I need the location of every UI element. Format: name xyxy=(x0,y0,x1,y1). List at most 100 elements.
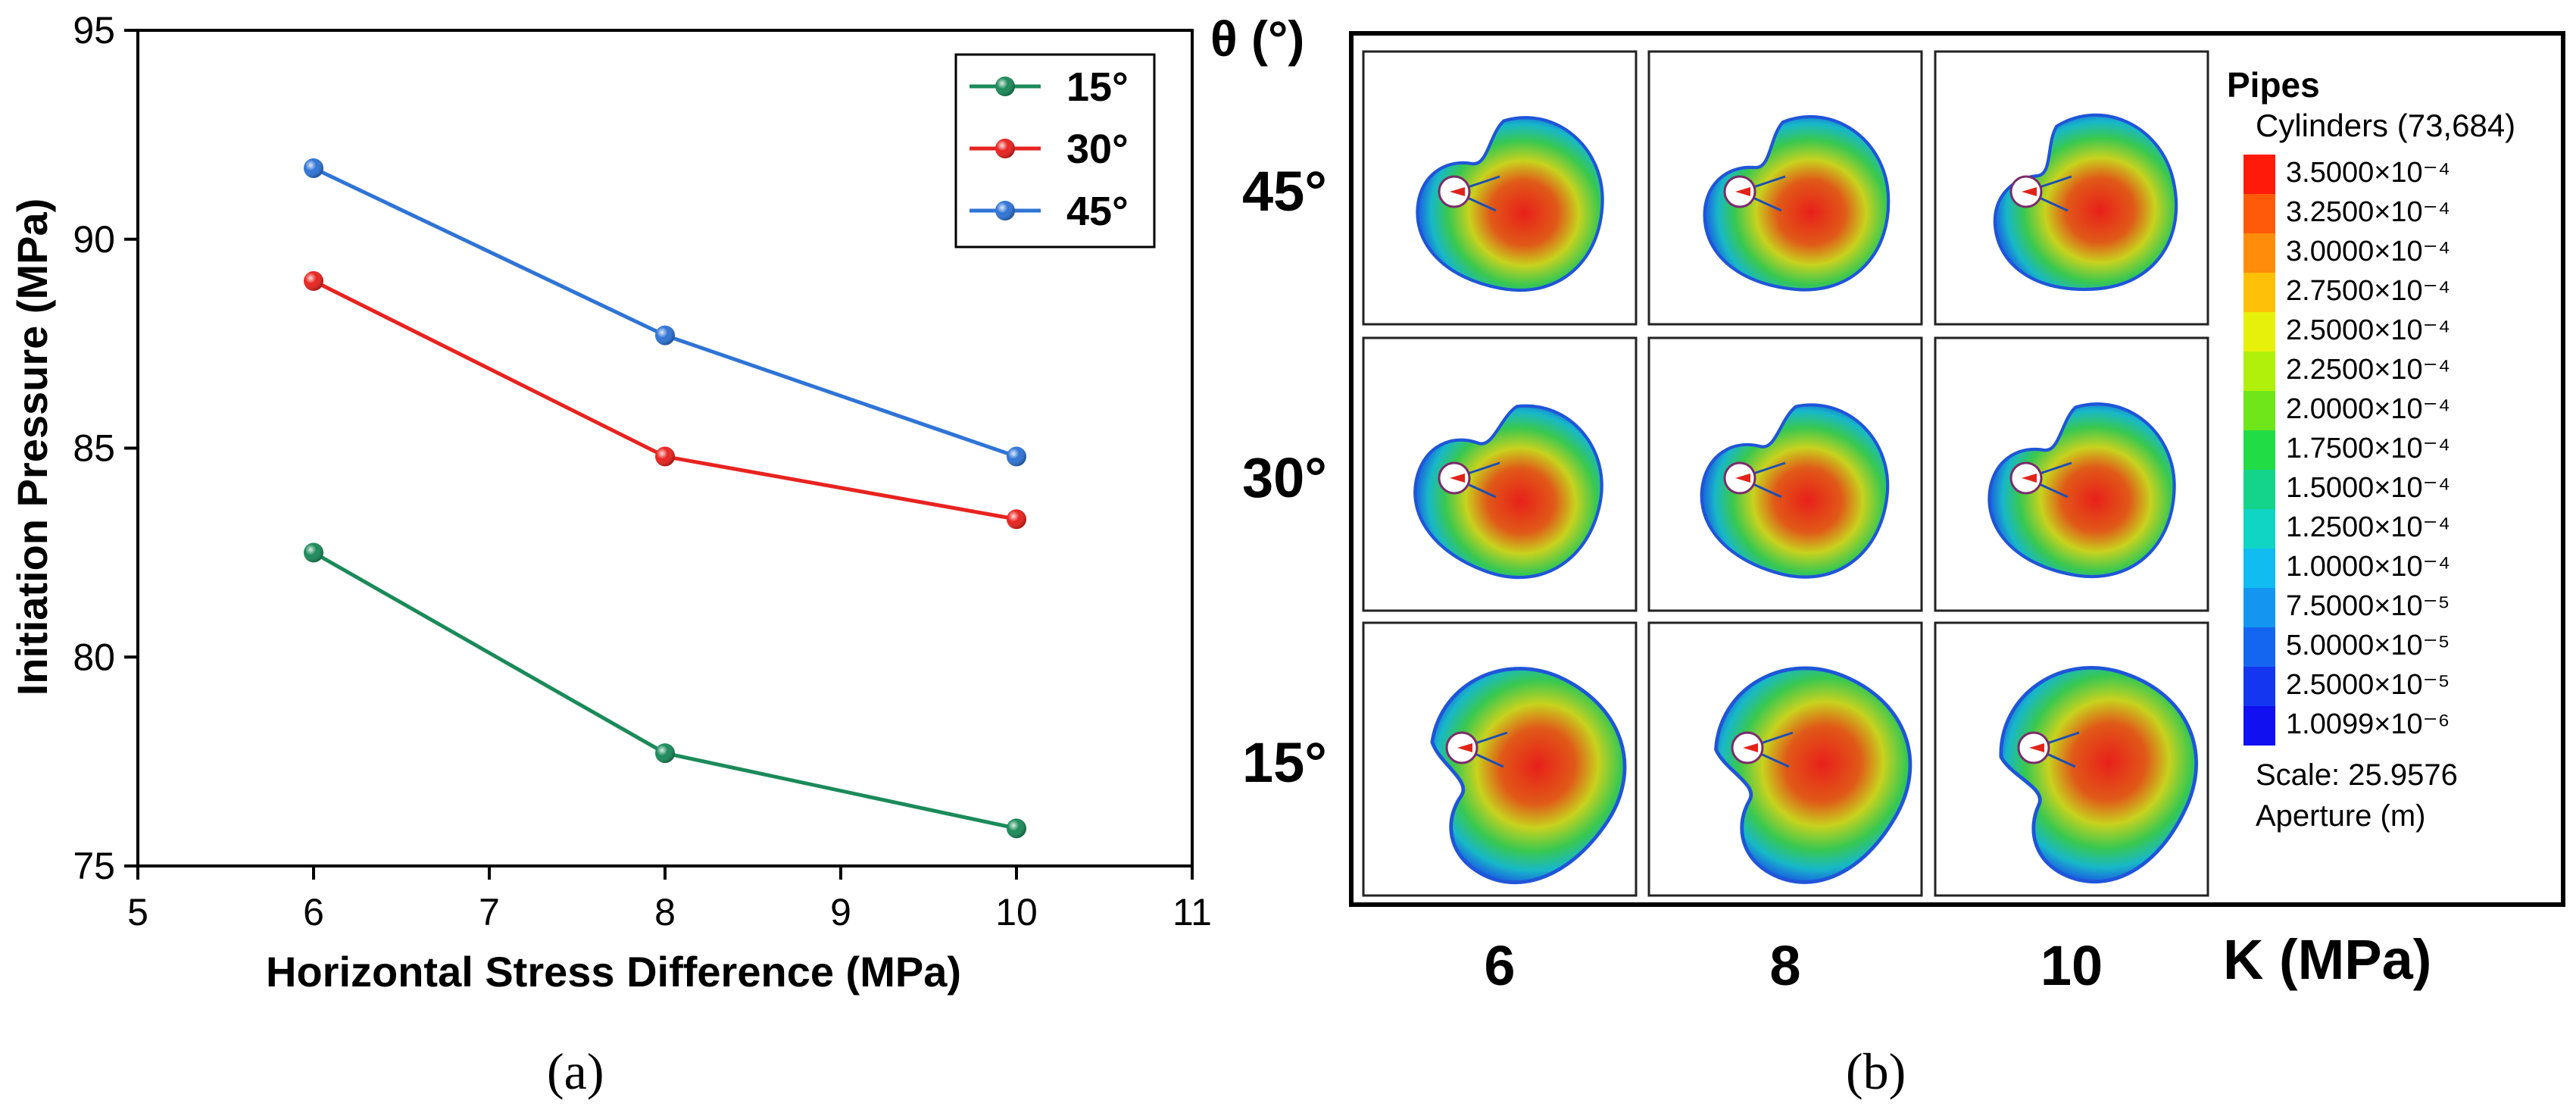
colorbar-swatch xyxy=(2243,588,2275,627)
perforation-marker xyxy=(1735,187,1750,196)
y-tick-label: 75 xyxy=(73,845,115,887)
data-point-shine xyxy=(1007,446,1026,467)
colorbar-level-label: 3.2500×10⁻⁴ xyxy=(2286,196,2450,228)
y-tick-label: 85 xyxy=(73,427,115,470)
colorbar-swatch xyxy=(2243,273,2275,312)
fracture-region xyxy=(1987,402,2176,579)
line-chart-panel-a: 5 6 7 8 9 10 11 75 80 85 90 95 15° 30° 45° Horizontal… xyxy=(8,9,1212,996)
colorbar-level-label: 3.5000×10⁻⁴ xyxy=(2286,157,2450,189)
fracture-cell xyxy=(1647,336,1923,612)
fracture-map-panel-b: θ (°) 45° 30° 15° 6 8 10 K (MPa) Pipes Cylin… xyxy=(1210,11,2565,997)
panel-b-frame xyxy=(1349,31,2565,907)
colorbar-level-label: 1.7500×10⁻⁴ xyxy=(2286,433,2450,464)
perforation-marker xyxy=(1457,743,1472,752)
perforation-marker xyxy=(1450,474,1465,483)
legend-label-45: 45° xyxy=(1066,189,1129,234)
y-axis-title: Initiation Pressure (MPa) xyxy=(8,199,56,696)
colorbar-swatch xyxy=(2243,706,2275,746)
colorbar-swatch xyxy=(2243,233,2275,273)
row-label: 30° xyxy=(1242,446,1327,509)
fracture-region xyxy=(1413,404,1603,580)
x-axis-title: Horizontal Stress Difference (MPa) xyxy=(266,948,961,996)
y-tick-label: 80 xyxy=(73,636,115,678)
colorbar-unit-label: Aperture (m) xyxy=(2256,799,2426,833)
row-label: 15° xyxy=(1242,731,1327,794)
panel-a-caption: (a) xyxy=(547,1043,604,1100)
legend-marker-shine xyxy=(995,201,1015,220)
colorbar-swatch xyxy=(2243,549,2275,588)
fracture-region xyxy=(1993,113,2178,291)
legend-marker-shine xyxy=(995,139,1015,158)
colorbar-level-label: 5.0000×10⁻⁵ xyxy=(2286,630,2450,661)
column-label: 8 xyxy=(1769,934,1800,997)
fracture-cell xyxy=(1362,50,1638,326)
colorbar-level-label: 7.5000×10⁻⁵ xyxy=(2286,590,2450,622)
colorbar-swatch xyxy=(2243,391,2275,430)
x-tick-label: 11 xyxy=(1172,891,1212,933)
data-point-shine xyxy=(304,542,323,563)
fracture-cell xyxy=(1934,50,2209,326)
series-line-30 xyxy=(312,279,1017,521)
perforation-marker xyxy=(2029,743,2044,752)
colorbar-level-label: 2.2500×10⁻⁴ xyxy=(2286,354,2450,386)
colorbar-swatch xyxy=(2243,667,2275,706)
fracture-region xyxy=(1416,116,1604,292)
colorbar-swatch xyxy=(2243,627,2275,667)
x-tick-label: 9 xyxy=(830,891,851,933)
data-point-shine xyxy=(304,270,323,291)
k-axis-label: K (MPa) xyxy=(2223,928,2431,991)
colorbar-scale-label: Scale: 25.9576 xyxy=(2256,758,2458,792)
colorbar-level-label: 2.5000×10⁻⁵ xyxy=(2286,669,2450,701)
fracture-cell xyxy=(1647,50,1923,326)
data-point-shine xyxy=(1007,509,1026,530)
colorbar-swatch xyxy=(2243,430,2275,470)
x-tick-label: 10 xyxy=(995,891,1038,933)
perforation-marker xyxy=(1735,474,1750,483)
data-point-shine xyxy=(1007,818,1026,839)
colorbar-level-label: 1.0099×10⁻⁶ xyxy=(2286,708,2450,740)
colorbar: Pipes Cylinders (73,684) 3.5000×10⁻⁴ 3.25… xyxy=(2227,65,2515,833)
y-tick-label: 95 xyxy=(73,9,115,52)
colorbar-swatch xyxy=(2243,509,2275,549)
colorbar-swatch xyxy=(2243,194,2275,233)
data-point-shine xyxy=(655,743,675,764)
legend: 15° 30° 45° xyxy=(954,53,1156,249)
perforation-marker xyxy=(1450,187,1465,196)
fracture-cell xyxy=(1362,621,1638,897)
colorbar-swatch xyxy=(2243,352,2275,391)
colorbar-subtitle: Cylinders (73,684) xyxy=(2256,108,2515,143)
column-label: 10 xyxy=(2041,934,2103,997)
legend-label-30: 30° xyxy=(1066,127,1129,172)
x-tick-label: 8 xyxy=(654,891,676,933)
fracture-cell xyxy=(1647,621,1923,897)
colorbar-level-label: 2.0000×10⁻⁴ xyxy=(2286,393,2450,425)
data-point-shine xyxy=(655,446,675,467)
panel-b-caption: (b) xyxy=(1846,1043,1906,1100)
colorbar-swatch xyxy=(2243,470,2275,509)
y-tick-label: 90 xyxy=(73,218,115,261)
fracture-region xyxy=(1430,667,1627,885)
fracture-region xyxy=(1703,114,1891,292)
legend-marker-shine xyxy=(995,77,1015,96)
fracture-cell xyxy=(1934,621,2209,897)
theta-axis-label: θ (°) xyxy=(1210,11,1304,67)
perforation-marker xyxy=(1743,743,1758,752)
colorbar-level-label: 1.5000×10⁻⁴ xyxy=(2286,472,2450,504)
fracture-region xyxy=(1700,403,1890,579)
colorbar-level-label: 3.0000×10⁻⁴ xyxy=(2286,236,2450,267)
colorbar-title: Pipes xyxy=(2227,65,2320,105)
colorbar-level-label: 1.0000×10⁻⁴ xyxy=(2286,551,2450,583)
colorbar-swatch xyxy=(2243,312,2275,352)
perforation-marker xyxy=(2022,187,2037,196)
data-point-shine xyxy=(655,325,675,345)
series-line-45 xyxy=(312,166,1017,458)
fracture-region xyxy=(1714,666,1912,884)
x-tick-label: 5 xyxy=(127,891,148,933)
perforation-marker xyxy=(2022,474,2037,483)
row-label: 45° xyxy=(1242,160,1327,223)
colorbar-level-label: 2.7500×10⁻⁴ xyxy=(2286,275,2450,307)
fracture-cell xyxy=(1934,336,2209,612)
colorbar-level-label: 1.2500×10⁻⁴ xyxy=(2286,511,2450,543)
fracture-region xyxy=(1999,666,2198,884)
fracture-cell xyxy=(1362,336,1638,612)
